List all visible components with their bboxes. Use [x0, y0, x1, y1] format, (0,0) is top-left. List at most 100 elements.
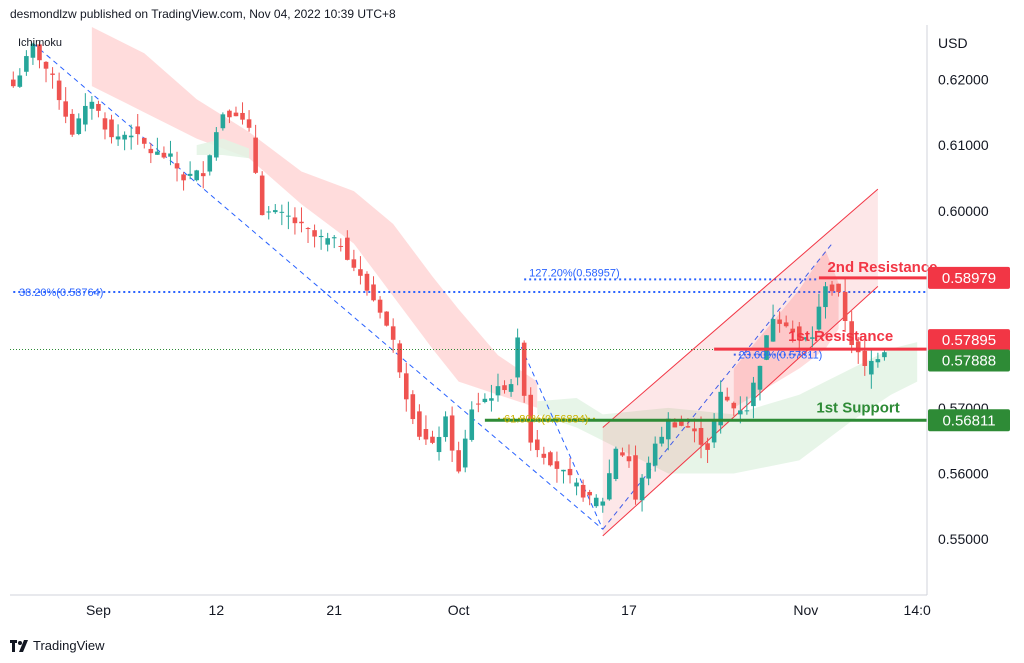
candle-body	[502, 385, 507, 391]
tradingview-logo-icon	[10, 639, 28, 652]
candle-body	[227, 110, 232, 118]
candle-body	[796, 326, 802, 341]
candle-body	[705, 443, 710, 450]
candle-body	[240, 112, 245, 120]
candle-body	[89, 101, 95, 109]
candle-body	[567, 468, 573, 476]
candle-body	[495, 386, 501, 396]
y-tick-label: 0.55000	[938, 531, 989, 547]
candle-body	[181, 174, 186, 181]
price-tag-label: 0.58979	[942, 270, 996, 287]
cloud-red-segment	[91, 26, 538, 408]
candle-body	[102, 118, 108, 130]
candle-body	[620, 452, 625, 456]
candle-body	[869, 360, 874, 375]
candles	[10, 42, 887, 513]
candle-body	[731, 402, 737, 409]
candle-body	[476, 403, 481, 405]
x-tick-label: 17	[621, 602, 637, 618]
fib-lines[interactable]	[13, 43, 927, 530]
candle-body	[626, 456, 632, 462]
candle-body	[128, 135, 134, 138]
candle-body	[397, 343, 403, 373]
support-resistance-levels[interactable]	[10, 276, 927, 422]
time-axis[interactable]: Sep 12 21 Oct 17 Nov 14:0	[86, 602, 931, 618]
candle-body	[508, 384, 514, 392]
candle-body	[685, 426, 691, 428]
candle-body	[161, 152, 167, 158]
candle-body	[390, 326, 396, 340]
candle-body	[371, 284, 376, 301]
publish-header: desmondlzw published on TradingView.com,…	[10, 7, 396, 21]
candle-body	[751, 382, 756, 407]
candle-body	[757, 365, 763, 390]
candle-body	[574, 482, 579, 487]
candle-body	[456, 450, 461, 472]
x-tick-label: Oct	[448, 602, 470, 618]
fib-tool-line	[602, 243, 833, 530]
candle-body	[63, 101, 68, 117]
candle-body	[882, 352, 887, 358]
candle-body	[875, 359, 881, 363]
candle-body	[836, 283, 841, 293]
level-label: 2nd Resistance	[827, 259, 937, 276]
footer-brand: TradingView	[33, 638, 105, 653]
candle-body	[122, 134, 127, 140]
cloud-green-segment	[196, 138, 250, 159]
candle-body	[711, 419, 717, 443]
candle-body	[24, 56, 29, 72]
candle-body	[593, 497, 599, 507]
candle-body	[135, 126, 141, 134]
candle-body	[842, 291, 848, 322]
candle-body	[325, 238, 330, 245]
candle-body	[214, 132, 219, 158]
candle-body	[351, 259, 357, 268]
candle-body	[312, 230, 317, 237]
price-axis[interactable]: 0.620000.610000.600000.590000.580000.570…	[938, 72, 989, 548]
candle-body	[783, 322, 789, 327]
candle-body	[253, 137, 258, 173]
fib-level-label: 127.20%(0.58957)	[529, 267, 620, 279]
price-tag-box	[928, 266, 1010, 289]
fib-level-label: 23.60%(0.57811)	[739, 350, 823, 362]
fib-level-label: 38.20%(0.58764)	[19, 287, 103, 299]
candle-body	[534, 439, 540, 451]
candle-body	[194, 170, 199, 181]
candle-body	[443, 416, 448, 438]
candle-body	[141, 137, 147, 144]
y-tick-label: 0.62000	[938, 72, 989, 88]
candle-body	[30, 43, 36, 58]
cloud-green-segment	[537, 342, 918, 474]
candle-body	[430, 436, 435, 443]
candle-body	[672, 422, 678, 428]
candle-body	[665, 418, 671, 440]
fib-tool-line	[32, 43, 604, 530]
candle-body	[345, 237, 350, 260]
candle-body	[436, 436, 442, 453]
indicator-label[interactable]: Ichimoku	[18, 37, 62, 49]
candle-body	[148, 148, 154, 154]
level-label: 1st Resistance	[788, 328, 893, 345]
candle-body	[652, 443, 658, 466]
channel-fill	[602, 189, 878, 536]
candle-body	[698, 427, 704, 445]
candle-body	[364, 273, 370, 291]
price-tag-box	[928, 349, 1010, 372]
price-tag-label: 0.57895	[942, 332, 996, 349]
candle-body	[50, 73, 55, 75]
y-tick-label: 0.60000	[938, 203, 989, 219]
candle-body	[292, 217, 298, 224]
candle-body	[489, 398, 494, 401]
price-tag-label: 0.56811	[942, 412, 995, 429]
candle-body	[639, 477, 645, 501]
candle-body	[279, 211, 285, 213]
candle-body	[187, 173, 193, 176]
candle-body	[724, 396, 730, 401]
candle-body	[829, 284, 835, 292]
candle-body	[318, 235, 324, 238]
candle-body	[770, 319, 776, 342]
candle-body	[521, 342, 527, 396]
candle-body	[115, 136, 121, 140]
x-tick-label: 12	[209, 602, 225, 618]
